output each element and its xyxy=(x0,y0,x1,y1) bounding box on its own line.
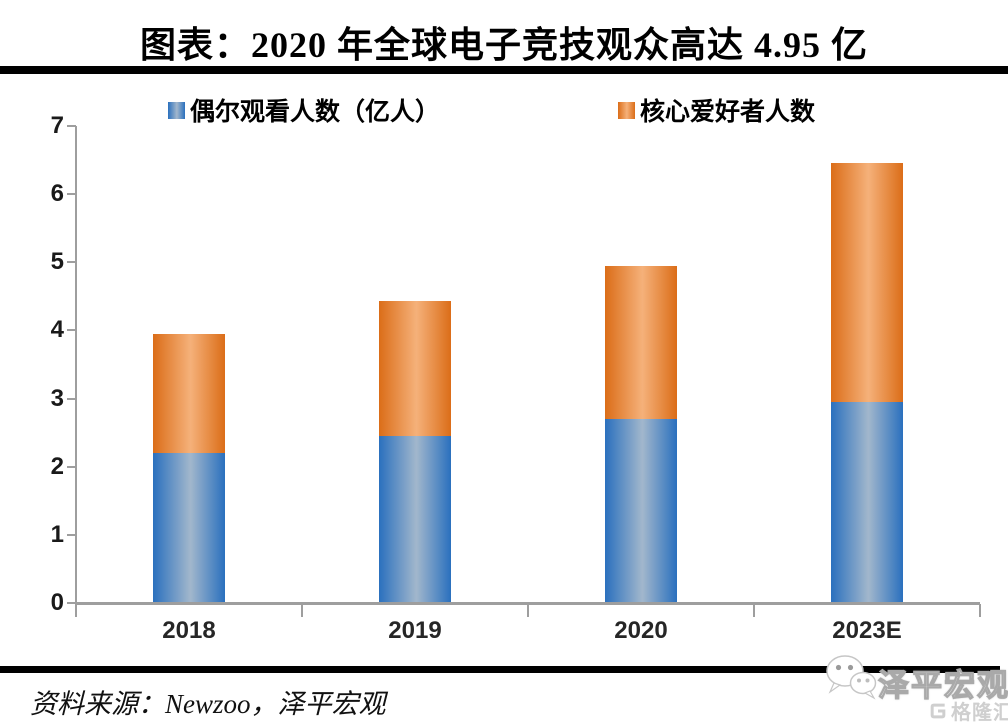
bar-segment-casual-2020 xyxy=(605,419,677,603)
y-tick-label: 6 xyxy=(50,180,64,208)
legend-swatch-orange xyxy=(618,101,635,119)
bar-segment-core-2023E xyxy=(831,162,903,402)
footer-divider-rule xyxy=(0,666,1000,673)
legend-label-core-enthusiasts: 核心爱好者人数 xyxy=(640,99,816,126)
y-tick xyxy=(67,465,76,468)
x-tick xyxy=(527,604,529,617)
y-axis xyxy=(75,126,77,615)
x-tick xyxy=(979,604,981,617)
x-tick xyxy=(75,604,77,617)
bar-segment-core-2019 xyxy=(379,301,451,437)
y-tick xyxy=(67,397,76,400)
y-tick-label: 4 xyxy=(50,316,64,344)
x-axis-label-2023E: 2023E xyxy=(832,617,902,644)
legend-swatch-blue xyxy=(168,101,185,119)
platform-watermark-label: 格隆汇 xyxy=(951,702,1008,724)
y-tick xyxy=(67,261,76,264)
y-tick xyxy=(67,329,76,332)
legend-item-core-enthusiasts: 核心爱好者人数 xyxy=(618,92,815,128)
y-tick-label: 5 xyxy=(50,248,64,276)
y-tick-label: 3 xyxy=(50,384,64,412)
bar-segment-casual-2023E xyxy=(831,401,903,603)
x-axis-label-2020: 2020 xyxy=(614,617,668,644)
chart-legend: 偶尔观看人数（亿人） 核心爱好者人数 xyxy=(0,92,1008,126)
page-title: 图表：2020 年全球电子竞技观众高达 4.95 亿 xyxy=(139,25,868,65)
legend-item-casual-viewers: 偶尔观看人数（亿人） xyxy=(168,92,440,128)
bar-segment-casual-2019 xyxy=(379,436,451,603)
y-tick xyxy=(67,193,76,196)
x-axis-label-2019: 2019 xyxy=(388,617,442,644)
x-tick xyxy=(301,604,303,617)
source-note: 资料来源：Newzoo，泽平宏观 xyxy=(30,689,386,719)
platform-watermark: 格隆汇 xyxy=(928,696,1008,725)
legend-label-casual-viewers: 偶尔观看人数（亿人） xyxy=(190,99,441,126)
gelonghui-logo-icon xyxy=(930,703,946,718)
y-tick-label: 0 xyxy=(50,589,64,616)
bar-segment-core-2018 xyxy=(153,333,225,454)
x-axis-label-2018: 2018 xyxy=(162,617,216,644)
x-axis xyxy=(76,602,980,605)
y-tick xyxy=(67,602,76,604)
wechat-icon xyxy=(824,652,878,707)
title-divider-rule xyxy=(0,66,1008,74)
y-tick xyxy=(67,533,76,536)
y-tick-label: 7 xyxy=(50,112,64,139)
bar-segment-core-2020 xyxy=(605,265,677,419)
brand-watermark: 泽平宏观 xyxy=(877,667,1008,703)
x-tick xyxy=(753,604,755,617)
y-tick xyxy=(67,125,76,127)
y-tick-label: 1 xyxy=(50,520,64,548)
bar-segment-casual-2018 xyxy=(153,453,225,603)
y-tick-label: 2 xyxy=(50,452,64,480)
